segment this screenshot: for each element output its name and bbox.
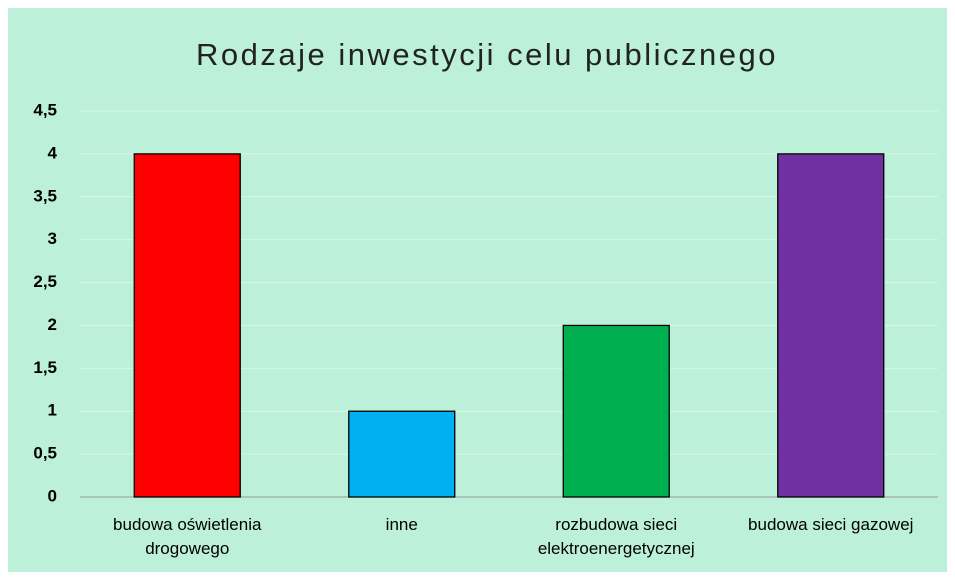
y-tick-label: 1	[48, 401, 57, 420]
y-tick-label: 4,5	[33, 100, 57, 119]
chart-title: Rodzaje inwestycji celu publicznego	[196, 37, 778, 72]
bar	[133, 153, 241, 498]
x-tick-label: budowa sieci gazowej	[748, 515, 914, 534]
y-tick-label: 3,5	[33, 186, 57, 205]
y-tick-label: 0,5	[33, 444, 57, 463]
y-tick-label: 0	[48, 486, 57, 505]
x-tick-label: budowa oświetlenia drogowego	[113, 515, 262, 558]
y-tick-label: 1,5	[33, 358, 57, 377]
x-tick-label: rozbudowa sieci elektroenergetycznej	[537, 515, 695, 558]
y-tick-label: 4	[48, 143, 58, 162]
bar	[562, 324, 670, 498]
bar	[348, 410, 456, 498]
x-tick-label: inne	[385, 515, 418, 534]
bar	[777, 153, 885, 498]
y-tick-label: 3	[48, 229, 57, 248]
y-tick-label: 2,5	[33, 272, 57, 291]
y-tick-label: 2	[48, 315, 57, 334]
